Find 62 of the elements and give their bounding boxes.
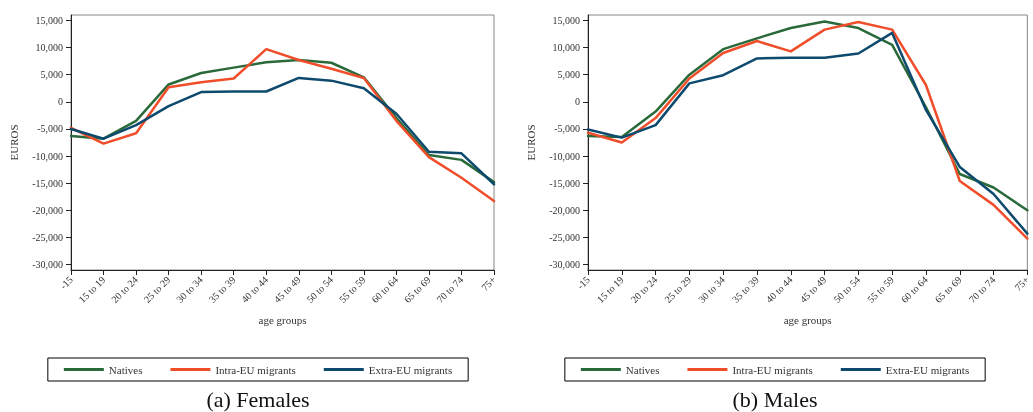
y-tick-label: 0 [58, 96, 63, 108]
x-tick-label: 50 to 54 [831, 274, 863, 306]
y-tick-label: 10,000 [35, 42, 63, 54]
x-tick-label: 70 to 74 [434, 274, 466, 306]
y-tick-label: -20,000 [32, 204, 63, 216]
x-tick-label: 40 to 44 [239, 274, 271, 306]
x-tick-label: 20 to 24 [109, 274, 140, 306]
x-tick-label: 75+ [1012, 273, 1032, 293]
y-tick-label: 5,000 [557, 69, 580, 81]
y-tick-label: -5,000 [37, 123, 63, 135]
text: (b) Males [732, 386, 818, 412]
legend-label: Extra-EU migrants [368, 363, 453, 376]
y-axis-title: EUROS [524, 124, 537, 161]
y-tick-label: -30,000 [32, 259, 63, 271]
y-tick-label: -25,000 [549, 231, 580, 243]
y-tick-label: 5,000 [40, 69, 63, 81]
y-axis-title: EUROS [7, 124, 20, 161]
y-tick-label: 0 [575, 96, 580, 108]
y-tick-label: -15,000 [549, 177, 580, 189]
line-series [69, 76, 496, 186]
x-tick-label: 60 to 64 [898, 274, 930, 306]
x-tick-label: 75+ [479, 273, 499, 293]
legend-label: Extra-EU migrants [885, 363, 970, 376]
x-tick-label: 45 to 49 [271, 274, 303, 306]
y-tick-label: 15,000 [552, 14, 580, 26]
x-tick-label: 35 to 39 [729, 274, 761, 306]
x-tick-label: -15 [574, 274, 592, 292]
y-tick-label: -10,000 [549, 150, 580, 162]
legend-label: Natives [625, 363, 660, 376]
x-tick-label: 35 to 39 [206, 274, 238, 306]
x-tick-label: 55 to 59 [865, 274, 897, 306]
x-tick-label: 55 to 59 [336, 274, 368, 306]
x-tick-label: 65 to 69 [932, 274, 964, 306]
legend-label: Intra-EU migrants [215, 363, 296, 376]
x-tick-label: 70 to 74 [966, 274, 998, 306]
x-tick-label: 40 to 44 [763, 274, 795, 306]
y-tick-label: 15,000 [35, 14, 63, 26]
x-tick-label: 65 to 69 [401, 274, 433, 306]
y-tick-label: -5,000 [554, 123, 580, 135]
y-tick-label: -10,000 [32, 150, 63, 162]
x-tick-label: -15 [57, 274, 75, 292]
x-tick-label: 45 to 49 [797, 274, 829, 306]
x-tick-label: 20 to 24 [628, 274, 660, 306]
legend-label: Natives [108, 363, 143, 376]
x-tick-label: 50 to 54 [304, 274, 336, 306]
x-tick-label: 25 to 29 [141, 274, 173, 306]
x-tick-label: 30 to 34 [696, 274, 728, 306]
x-tick-label: 60 to 64 [369, 274, 401, 306]
line-series [69, 47, 496, 203]
x-tick-label: 15 to 19 [76, 274, 108, 306]
y-tick-label: -25,000 [32, 231, 63, 243]
x-axis-title: age groups [783, 313, 832, 326]
y-tick-label: -30,000 [549, 259, 580, 271]
y-tick-label: -15,000 [32, 177, 63, 189]
y-tick-label: 10,000 [552, 42, 580, 54]
y-tick-label: -20,000 [549, 204, 580, 216]
x-tick-label: 15 to 19 [594, 274, 626, 306]
x-tick-label: 25 to 29 [662, 274, 694, 306]
text: (a) Females [206, 386, 310, 412]
x-axis-title: age groups [258, 313, 307, 326]
x-tick-label: 30 to 34 [174, 274, 206, 306]
legend-label: Intra-EU migrants [732, 363, 813, 376]
